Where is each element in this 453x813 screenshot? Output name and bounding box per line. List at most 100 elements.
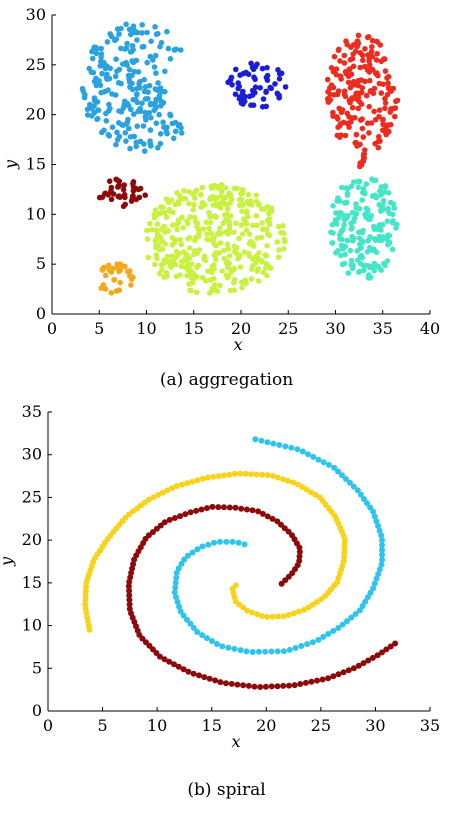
spiral-point [379,542,385,549]
agg-point [111,277,117,283]
agg-point [108,33,115,40]
agg-point [345,73,352,80]
spiral-point [367,504,374,511]
spiral-point [335,468,341,475]
spiral-point [179,481,185,488]
spiral-point [194,546,201,553]
agg-point [352,140,359,146]
spiral-point [173,574,180,581]
agg-x-tick-label: 10 [136,319,156,338]
spiral-point [345,667,352,674]
spiral-point [175,663,182,670]
agg-point [222,185,229,191]
agg-point [145,254,152,261]
agg-point [375,72,381,79]
agg-point [385,190,392,196]
spiral-point [219,643,226,650]
agg-point [147,220,153,227]
spiral-point [145,532,152,539]
agg-point [325,89,331,95]
agg-point [249,256,256,262]
spiral-point [379,551,385,558]
agg-point [120,122,126,128]
agg-point [156,93,163,99]
agg-point [137,105,143,112]
agg-point [160,204,166,211]
agg-point [133,143,139,150]
spiral-point [199,632,206,639]
spiral-arm-1 [171,436,385,655]
agg-point [330,230,336,236]
spiral-point [187,620,194,627]
agg-point [371,108,377,115]
agg-point [105,192,111,198]
agg-point [382,68,389,74]
agg-point [181,187,187,194]
spiral-point [392,640,399,647]
spiral-point [171,589,178,596]
agg-point [242,277,249,284]
agg-point [153,105,159,111]
spiral-point [295,481,301,488]
spiral-point [364,594,371,601]
agg-point [281,236,288,243]
agg-point [233,66,239,73]
agg-point [254,222,260,229]
agg-point [356,178,362,185]
agg-point [367,216,373,222]
agg-point [129,86,136,93]
agg-point [264,77,271,83]
agg-point [377,188,383,194]
agg-point [155,80,161,86]
agg-point [372,177,379,184]
spiral-point [253,471,260,478]
agg-point [385,84,392,91]
spiral-point [214,641,220,647]
agg-point [133,57,140,64]
spiral-point [185,668,192,675]
agg-point [84,112,91,118]
agg-x-tick-label: 0 [47,319,57,338]
agg-point [259,65,266,72]
agg-point [241,249,248,255]
agg-point [162,88,168,95]
agg-point [143,117,149,123]
agg-point [187,287,193,294]
agg-point [148,38,154,45]
spiral-point [234,681,241,688]
spiral-point [172,584,179,591]
agg-point [341,222,347,228]
agg-point [153,70,159,76]
spiral-point [221,504,227,511]
spiral-point [296,544,303,551]
spiral-point [251,683,258,690]
agg-point [341,60,348,66]
agg-point [380,116,386,123]
spiral-point [125,583,132,590]
agg-point [339,261,346,268]
agg-point [130,23,137,30]
agg-point [390,85,397,92]
agg-point [368,263,374,270]
agg-y-tick-label: 20 [26,105,46,124]
spiral-point [173,569,180,576]
agg-point [139,44,146,50]
spiral-point [164,487,171,494]
spiral-point [145,496,152,503]
agg-point [89,105,95,112]
spiral-point [296,548,303,555]
agg-point [97,82,104,89]
agg-point [371,267,378,274]
spiral-point [383,646,390,653]
spiral-point [172,579,179,586]
agg-point [355,32,362,39]
agg-point [354,43,361,50]
spiral-y-tick-label: 5 [32,658,42,677]
spiral-point [379,547,385,553]
agg-point [263,226,270,232]
spiral-point [301,606,307,613]
agg-point [236,252,243,259]
agg-point [134,37,140,43]
spiral-point [204,505,210,512]
spiral-x-axis-label: x [231,732,240,751]
